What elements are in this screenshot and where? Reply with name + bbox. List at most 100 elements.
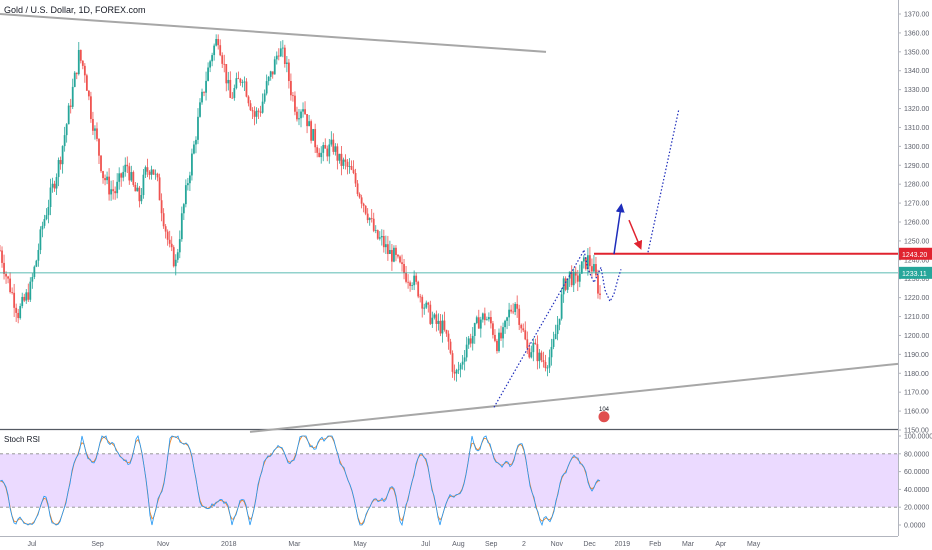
candle-body: [43, 219, 46, 226]
candle-body: [102, 171, 104, 179]
candle-body: [593, 264, 595, 272]
price-tick-label: 1220.00: [904, 295, 929, 302]
candle-body: [445, 329, 448, 334]
candle-body: [27, 292, 30, 300]
candle-body: [318, 152, 321, 158]
time-tick-label: May: [353, 541, 367, 548]
candle-body: [314, 129, 317, 148]
time-axis: Jul Sep Nov 2018 Mar May Jul Aug Sep 2 Nov Dec 2019 F…: [28, 541, 761, 548]
time-tick-label: Mar: [682, 541, 695, 548]
price-tick-label: 1340.00: [904, 68, 929, 75]
candle-body: [492, 323, 494, 335]
candle-body: [506, 317, 508, 321]
candle-body: [154, 173, 157, 175]
candle-body: [152, 169, 155, 175]
candle-body: [81, 60, 84, 66]
candle-body: [217, 38, 220, 46]
candle-body: [243, 81, 246, 83]
time-tick-label: Nov: [551, 541, 564, 548]
candle-body: [312, 129, 315, 141]
candle-body: [292, 95, 294, 97]
time-tick-label: 2: [522, 541, 526, 548]
candle-body: [166, 231, 169, 240]
candle-body: [23, 296, 26, 301]
candle-body: [364, 205, 367, 214]
candle-body: [407, 281, 409, 283]
candle-body: [586, 255, 589, 270]
candle-body: [558, 318, 561, 325]
candle-body: [132, 172, 135, 185]
price-tick-label: 1260.00: [904, 220, 929, 227]
time-tick-label: Mar: [288, 541, 301, 548]
candle-body: [304, 109, 306, 115]
candle-body: [9, 278, 12, 293]
candle-body: [148, 171, 151, 175]
candle-body: [142, 174, 145, 196]
candle-body: [5, 273, 7, 277]
candle-body: [310, 121, 313, 141]
candle-body: [0, 250, 1, 252]
candle-body: [386, 244, 389, 255]
candle-body: [526, 339, 529, 349]
candle-body: [197, 116, 199, 140]
candle-body: [477, 317, 480, 329]
candle-body: [255, 110, 258, 117]
candle-body: [15, 307, 18, 313]
candle-body: [83, 65, 86, 76]
candle-body: [71, 86, 74, 107]
candle-body: [546, 367, 549, 369]
candle-body: [578, 273, 581, 282]
lower-trendline: [249, 362, 899, 433]
candle-body: [19, 306, 22, 319]
candle-body: [3, 262, 5, 274]
candle-body: [433, 314, 436, 318]
candle-body: [85, 75, 88, 91]
candle-body: [465, 344, 468, 358]
candle-body: [201, 91, 203, 103]
candle-body: [170, 243, 173, 248]
candle-body: [239, 78, 242, 83]
candle-body: [362, 203, 365, 206]
candle-body: [346, 161, 349, 167]
candle-body: [534, 342, 537, 345]
candle-body: [75, 72, 78, 75]
candle-body: [29, 281, 32, 300]
candle-body: [31, 276, 34, 282]
candle-body: [336, 146, 339, 161]
candle-body: [485, 319, 488, 321]
candle-body: [290, 81, 292, 96]
candle-body: [11, 292, 14, 293]
candle-body: [13, 292, 16, 308]
candle-body: [574, 271, 577, 276]
candle-body: [382, 235, 385, 248]
candle-body: [92, 118, 94, 131]
price-tick-label: 1240.00: [904, 257, 929, 264]
candle-body: [374, 230, 377, 231]
projection-target: [647, 108, 680, 253]
candle-body: [110, 189, 113, 195]
candle-body: [481, 313, 484, 320]
candle-body: [69, 105, 72, 107]
candle-body: [233, 88, 236, 98]
rsi-tick-label: 60.0000: [904, 469, 929, 476]
candle-body: [277, 55, 280, 57]
time-tick-label: Apr: [715, 541, 727, 548]
candle-body: [487, 317, 490, 320]
candle-body: [550, 346, 553, 358]
candle-body: [47, 206, 50, 216]
candle-body: [195, 139, 197, 145]
candle-body: [140, 195, 143, 202]
candle-body: [162, 213, 165, 227]
candle-body: [403, 264, 405, 273]
candle-body: [512, 311, 515, 313]
candle-body: [591, 266, 593, 272]
candle-body: [116, 181, 119, 194]
candle-body: [186, 183, 189, 186]
candle-body: [219, 45, 222, 56]
candle-body: [548, 357, 551, 368]
candle-body: [378, 237, 381, 239]
stoch-rsi-label: Stoch RSI: [4, 435, 41, 444]
time-tick-label: Dec: [583, 541, 596, 548]
candle-body: [510, 309, 513, 312]
